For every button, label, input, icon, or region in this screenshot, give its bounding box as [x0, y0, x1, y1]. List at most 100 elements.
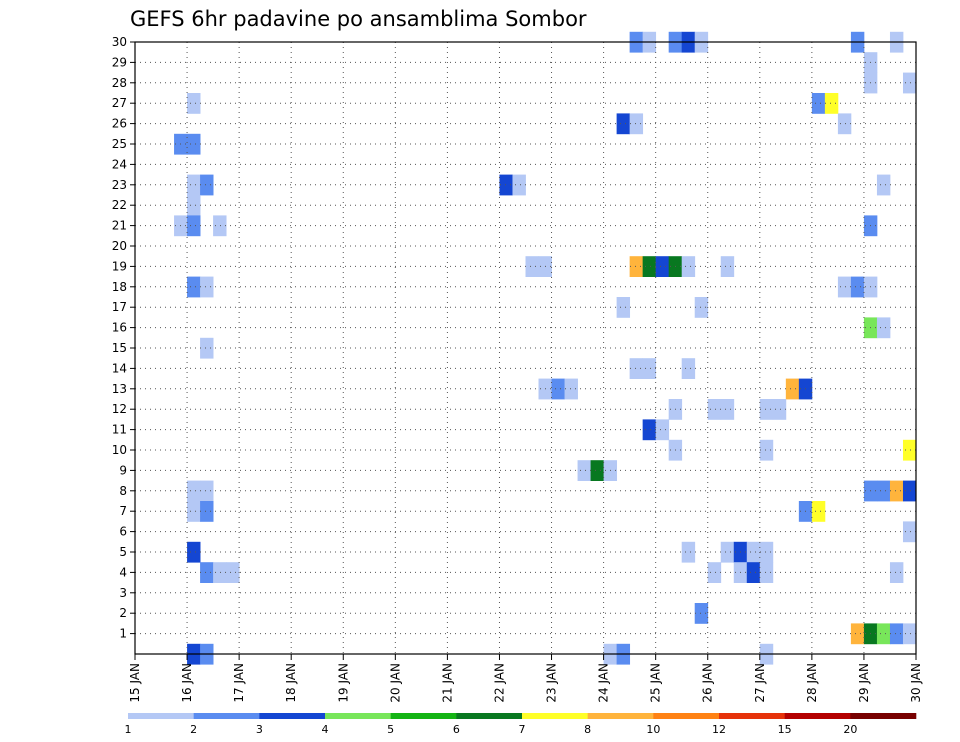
x-tick-label: 29 JAN [857, 663, 871, 703]
x-tick-label: 30 JAN [909, 663, 923, 703]
y-tick-label: 9 [119, 463, 127, 477]
precip-cell [876, 174, 891, 196]
y-tick-label: 25 [112, 137, 127, 151]
x-tick-label: 23 JAN [545, 663, 559, 703]
x-tick-label: 17 JAN [232, 663, 246, 703]
precip-cell [837, 276, 852, 298]
precip-cell [902, 72, 917, 94]
precip-cell [772, 399, 787, 420]
colorbar-segment [456, 713, 523, 719]
precip-cell [642, 256, 657, 277]
precip-cell [187, 541, 201, 563]
precip-cell [876, 480, 891, 502]
y-tick-label: 18 [112, 280, 127, 294]
precip-cell [525, 256, 539, 277]
precip-cell [902, 480, 917, 502]
colorbar-segment [587, 713, 654, 719]
y-tick-label: 19 [112, 259, 127, 273]
colorbar-segment [193, 713, 260, 719]
colorbar-label: 15 [778, 723, 792, 736]
precip-cell [720, 399, 735, 420]
precip-cell [759, 399, 774, 420]
y-tick-label: 7 [119, 504, 127, 518]
colorbar-segment [784, 713, 851, 719]
precip-cell [759, 562, 774, 583]
y-tick-label: 5 [119, 545, 127, 559]
y-tick-label: 27 [112, 96, 127, 110]
precip-cell [681, 541, 696, 563]
precip-cell [564, 378, 578, 400]
y-tick-label: 29 [112, 55, 127, 69]
precip-cell [187, 215, 201, 237]
precip-cell [681, 358, 696, 379]
precip-cell [551, 378, 565, 400]
x-tick-label: 15 JAN [128, 663, 142, 703]
precip-cell [629, 358, 644, 379]
x-tick-label: 18 JAN [284, 663, 298, 703]
x-tick-label: 28 JAN [805, 663, 819, 703]
colorbar-segment [325, 713, 391, 719]
precip-cell [720, 256, 735, 277]
y-tick-label: 3 [119, 586, 127, 600]
precip-cell [850, 623, 865, 645]
y-tick-label: 30 [112, 35, 127, 49]
cells-layer [174, 31, 917, 665]
x-tick-label: 16 JAN [180, 663, 194, 703]
colorbar-label: 1 [125, 723, 132, 736]
y-tick-label: 20 [112, 239, 127, 253]
precip-cell [200, 501, 214, 522]
precip-cell [694, 603, 709, 624]
colorbar-label: 3 [256, 723, 263, 736]
y-tick-label: 21 [112, 219, 127, 233]
precip-cell [512, 174, 526, 196]
precip-cell [187, 276, 201, 298]
x-tick-label: 22 JAN [492, 663, 506, 703]
colorbar-segment [719, 713, 785, 719]
precip-cell [590, 460, 604, 481]
precip-cell [889, 562, 904, 583]
precip-cell [902, 439, 917, 461]
precip-cell [629, 256, 644, 277]
y-tick-label: 12 [112, 402, 127, 416]
precip-cell [187, 174, 201, 196]
precip-cell [759, 541, 774, 563]
precip-cell [811, 501, 826, 522]
chart-title: GEFS 6hr padavine po ansamblima Sombor [130, 7, 587, 31]
y-tick-label: 11 [112, 423, 127, 437]
x-tick-label: 25 JAN [649, 663, 663, 703]
precip-cell [889, 623, 904, 645]
colorbar-label: 10 [646, 723, 660, 736]
colorbar: 1 2 3 4 5 6 7 8 10 12 15 20 [125, 713, 917, 736]
precip-cell [187, 195, 201, 216]
precip-cell [902, 623, 917, 645]
precip-cell [187, 501, 201, 522]
y-tick-label: 16 [112, 321, 127, 335]
precip-cell [902, 521, 917, 543]
x-tick-label: 27 JAN [753, 663, 767, 703]
colorbar-segment [390, 713, 457, 719]
colorbar-label: 7 [519, 723, 526, 736]
precip-cell [811, 93, 826, 114]
precip-cell [187, 133, 201, 155]
y-tick-label: 24 [112, 157, 127, 171]
precip-cell [642, 358, 657, 379]
axes-layer: 1234567891011121314151617181920212223242… [112, 35, 923, 703]
precip-cell [889, 480, 904, 502]
precip-cell [200, 276, 214, 298]
precip-cell [681, 256, 696, 277]
y-tick-label: 4 [119, 565, 127, 579]
x-tick-label: 21 JAN [440, 663, 454, 703]
colorbar-segment [128, 713, 194, 719]
x-tick-label: 26 JAN [701, 663, 715, 703]
precip-cell [187, 93, 201, 114]
y-tick-label: 6 [119, 525, 127, 539]
colorbar-label: 5 [387, 723, 394, 736]
y-tick-label: 8 [119, 484, 127, 498]
precip-cell [200, 337, 214, 359]
precip-cell [746, 541, 761, 563]
colorbar-label: 2 [190, 723, 197, 736]
precip-cell [200, 480, 214, 502]
precip-cell [720, 541, 735, 563]
precip-cell [499, 174, 513, 196]
